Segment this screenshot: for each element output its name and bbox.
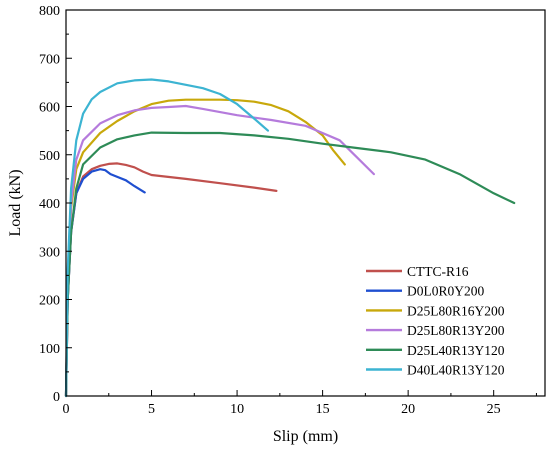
y-tick-label: 800 bbox=[39, 4, 60, 19]
x-axis-title: Slip (mm) bbox=[273, 428, 338, 445]
x-tick-label: 20 bbox=[401, 402, 415, 417]
y-tick-label: 0 bbox=[53, 390, 60, 405]
y-tick-label: 200 bbox=[39, 294, 60, 309]
x-tick-label: 25 bbox=[487, 402, 501, 417]
legend-label-4: D25L80R13Y200 bbox=[407, 323, 505, 338]
x-tick-label: 15 bbox=[316, 402, 330, 417]
series-line-3 bbox=[64, 98, 346, 398]
series-line-5 bbox=[64, 131, 516, 398]
x-tick-label: 5 bbox=[148, 402, 155, 417]
x-tick-label: 10 bbox=[230, 402, 244, 417]
tick-layer: 0 5 10 15 20 25 0 100 200 300 400 500 600 700 800 bbox=[39, 4, 537, 417]
series-line-4 bbox=[64, 104, 375, 398]
y-tick-label: 700 bbox=[39, 52, 60, 67]
y-axis-title: Load (kN) bbox=[7, 169, 24, 236]
series-line-6 bbox=[64, 78, 269, 398]
series-line-1 bbox=[64, 162, 278, 398]
legend: CTTC-R16 D0L0R0Y200 D25L80R16Y200 D25L80R13… bbox=[366, 264, 505, 378]
legend-label-1: CTTC-R16 bbox=[407, 264, 469, 279]
y-tick-label: 300 bbox=[39, 245, 60, 260]
series-line-2 bbox=[64, 168, 146, 398]
legend-label-2: D0L0R0Y200 bbox=[407, 284, 484, 299]
series-layer bbox=[64, 78, 516, 398]
y-tick-label: 500 bbox=[39, 149, 60, 164]
x-tick-label: 0 bbox=[63, 402, 70, 417]
y-tick-label: 400 bbox=[39, 197, 60, 212]
legend-label-6: D40L40R13Y120 bbox=[407, 363, 505, 378]
y-tick-label: 100 bbox=[39, 342, 60, 357]
y-tick-label: 600 bbox=[39, 101, 60, 116]
legend-label-3: D25L80R16Y200 bbox=[407, 303, 505, 318]
legend-label-5: D25L40R13Y120 bbox=[407, 343, 505, 358]
